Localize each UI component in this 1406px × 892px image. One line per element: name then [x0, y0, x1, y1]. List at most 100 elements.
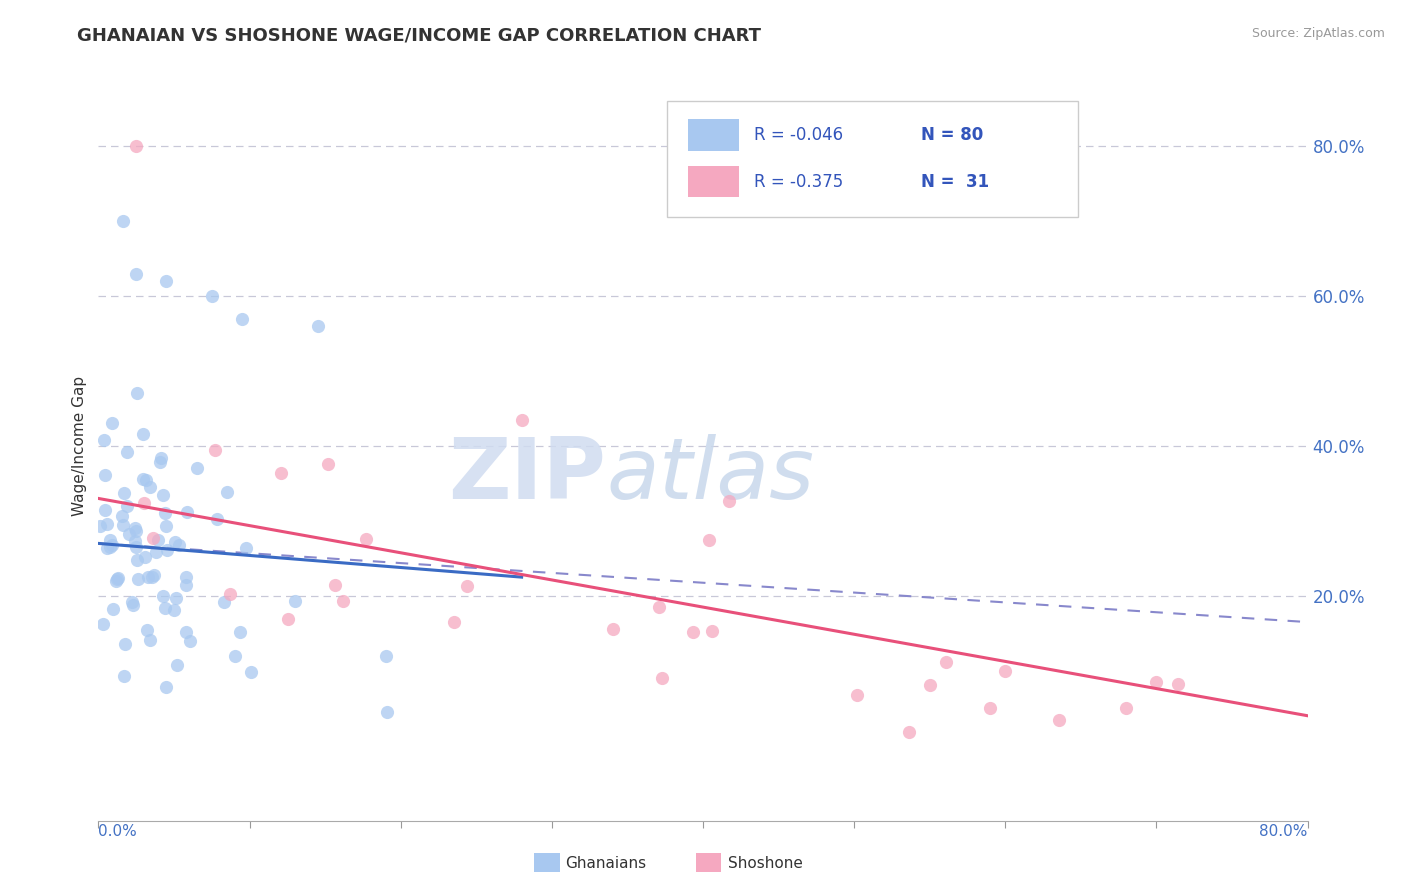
Point [101, 601, 124, 615]
Point [174, 577, 197, 591]
Point [323, 577, 346, 591]
Point [648, 599, 671, 614]
Text: ZIP: ZIP [449, 434, 606, 517]
Point [918, 678, 941, 692]
Point [201, 289, 224, 303]
Point [127, 386, 149, 401]
Point [153, 506, 176, 520]
Point [150, 451, 173, 466]
Point [229, 625, 252, 640]
Point [1167, 676, 1189, 690]
Point [135, 473, 157, 487]
Point [155, 274, 177, 288]
Bar [689, 166, 740, 197]
Point [149, 455, 172, 469]
Text: R = -0.375: R = -0.375 [754, 172, 844, 191]
FancyBboxPatch shape [666, 102, 1078, 218]
Point [169, 538, 191, 552]
Point [125, 267, 148, 281]
Point [145, 545, 167, 559]
Point [163, 534, 186, 549]
Point [174, 570, 197, 584]
Point [111, 214, 134, 228]
Point [354, 532, 377, 546]
Point [111, 509, 134, 524]
Point [165, 591, 187, 606]
Point [134, 550, 156, 565]
Point [115, 499, 138, 513]
Point [163, 603, 186, 617]
Bar [689, 120, 740, 151]
Point [846, 689, 869, 703]
Text: 80.0%: 80.0% [1260, 824, 1308, 839]
Point [153, 601, 176, 615]
Point [979, 701, 1001, 715]
Point [174, 625, 197, 640]
Point [186, 460, 208, 475]
Point [100, 539, 122, 553]
Point [179, 633, 201, 648]
Point [96, 541, 118, 555]
Point [239, 665, 262, 679]
Point [682, 624, 704, 639]
Text: atlas: atlas [606, 434, 814, 517]
Point [148, 533, 170, 547]
Point [125, 553, 148, 567]
Point [107, 572, 129, 586]
Point [89, 518, 111, 533]
Point [136, 570, 159, 584]
Text: N =  31: N = 31 [921, 172, 988, 191]
Text: Source: ZipAtlas.com: Source: ZipAtlas.com [1251, 27, 1385, 40]
Point [156, 542, 179, 557]
Point [898, 725, 921, 739]
Point [699, 533, 721, 548]
Point [94, 467, 117, 482]
Point [155, 519, 177, 533]
Point [284, 594, 307, 608]
Point [219, 587, 242, 601]
Y-axis label: Wage/Income Gap: Wage/Income Gap [72, 376, 87, 516]
Point [139, 479, 162, 493]
Point [118, 526, 141, 541]
Point [155, 681, 177, 695]
Point [112, 518, 135, 533]
Point [270, 466, 292, 480]
Point [375, 705, 398, 719]
Point [98, 533, 121, 547]
Point [141, 570, 163, 584]
Point [101, 416, 124, 430]
Point [132, 496, 155, 510]
Point [152, 589, 174, 603]
Point [651, 671, 673, 685]
Point [125, 540, 148, 554]
Point [217, 485, 239, 500]
Point [125, 139, 148, 153]
Point [98, 540, 121, 554]
Point [122, 598, 145, 612]
Point [1115, 701, 1137, 715]
Point [142, 531, 165, 545]
Point [307, 319, 329, 334]
Point [127, 572, 149, 586]
Point [93, 434, 115, 448]
Point [212, 595, 235, 609]
Point [121, 595, 143, 609]
Point [231, 311, 253, 326]
Text: GHANAIAN VS SHOSHONE WAGE/INCOME GAP CORRELATION CHART: GHANAIAN VS SHOSHONE WAGE/INCOME GAP COR… [77, 27, 761, 45]
Point [132, 427, 155, 442]
Point [105, 574, 128, 588]
Point [107, 571, 129, 585]
Text: Shoshone: Shoshone [728, 856, 803, 871]
Point [443, 615, 465, 629]
Point [112, 485, 135, 500]
Point [277, 612, 299, 626]
Point [125, 524, 148, 539]
Point [510, 413, 533, 427]
Point [142, 568, 165, 582]
Point [602, 623, 624, 637]
Point [994, 664, 1017, 678]
Point [91, 617, 114, 632]
Point [139, 633, 162, 648]
Point [456, 579, 478, 593]
Point [700, 624, 723, 639]
